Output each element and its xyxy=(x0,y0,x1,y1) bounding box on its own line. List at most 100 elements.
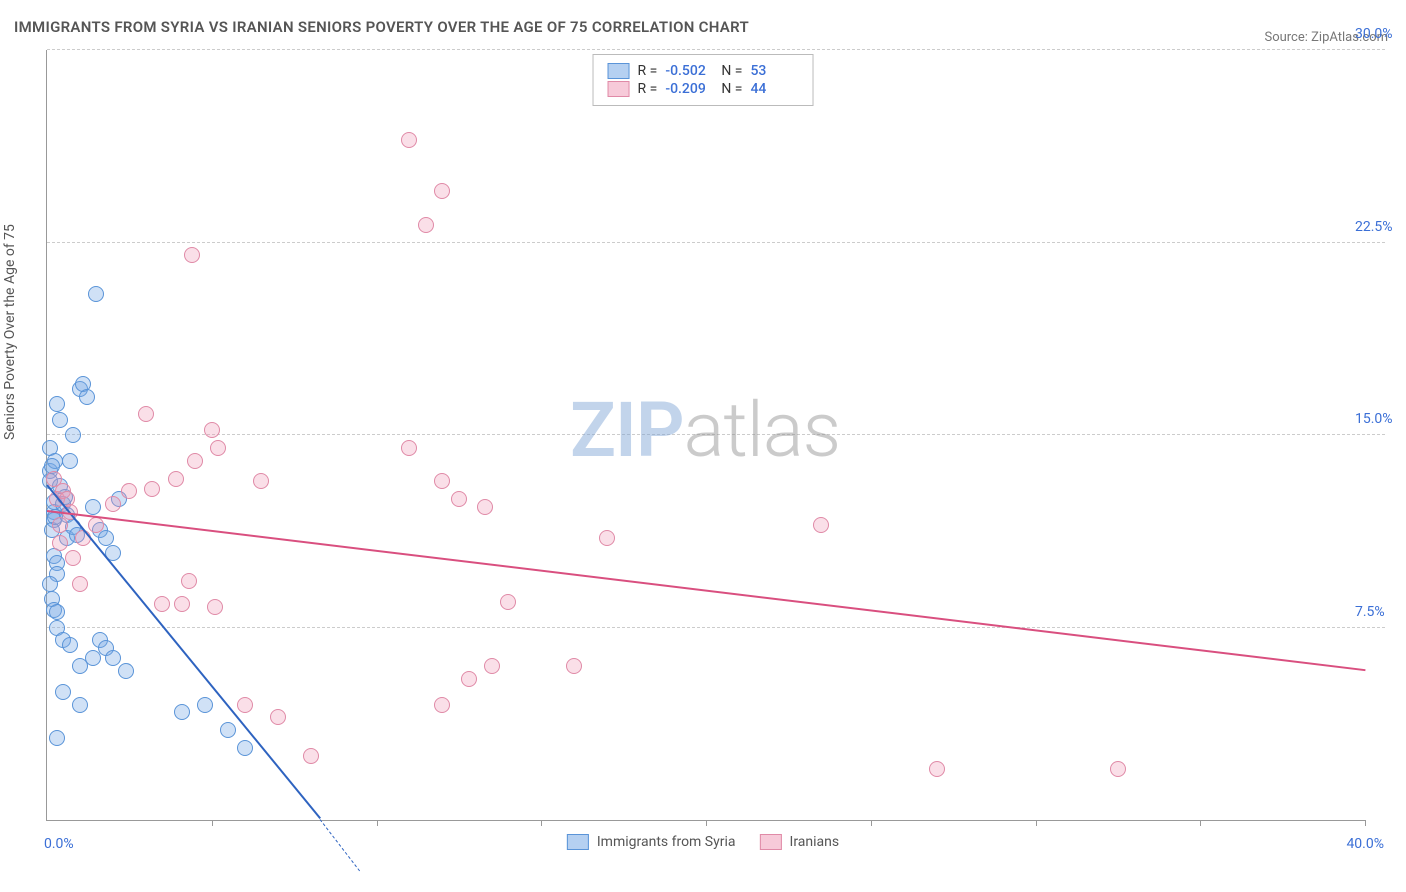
data-point xyxy=(434,697,450,713)
legend-label: Immigrants from Syria xyxy=(597,834,736,850)
data-point xyxy=(220,722,236,738)
data-point xyxy=(500,594,516,610)
legend-label: Iranians xyxy=(790,834,840,850)
data-point xyxy=(484,658,500,674)
data-point xyxy=(49,396,65,412)
legend-swatch xyxy=(608,63,630,79)
data-point xyxy=(65,427,81,443)
legend-swatch xyxy=(760,834,782,850)
legend-n-label: N = xyxy=(721,81,742,97)
y-tick-label: 15.0% xyxy=(1355,411,1406,427)
x-tick xyxy=(377,820,378,826)
data-point xyxy=(599,530,615,546)
data-point xyxy=(181,573,197,589)
legend-r-label: R = xyxy=(638,81,658,97)
data-point xyxy=(85,650,101,666)
gridline xyxy=(47,49,1385,50)
data-point xyxy=(62,453,78,469)
legend-row: R = -0.502 N = 53 xyxy=(608,63,799,79)
data-point xyxy=(118,663,134,679)
data-point xyxy=(434,473,450,489)
data-point xyxy=(42,576,58,592)
x-tick xyxy=(706,820,707,826)
x-tick xyxy=(871,820,872,826)
data-point xyxy=(121,483,137,499)
data-point xyxy=(929,761,945,777)
data-point xyxy=(168,471,184,487)
data-point xyxy=(461,671,477,687)
data-point xyxy=(174,596,190,612)
legend-swatch xyxy=(567,834,589,850)
trend-line xyxy=(320,819,360,871)
data-point xyxy=(184,247,200,263)
data-point xyxy=(434,183,450,199)
legend-n-value: 53 xyxy=(750,63,798,79)
data-point xyxy=(204,422,220,438)
data-point xyxy=(55,684,71,700)
data-point xyxy=(197,697,213,713)
data-point xyxy=(237,697,253,713)
data-point xyxy=(98,530,114,546)
data-point xyxy=(1110,761,1126,777)
gridline xyxy=(47,627,1385,628)
x-tick xyxy=(212,820,213,826)
data-point xyxy=(138,406,154,422)
legend-r-value: -0.502 xyxy=(665,63,713,79)
x-tick xyxy=(1365,820,1366,826)
legend-swatch xyxy=(608,81,630,97)
legend-item: Iranians xyxy=(760,834,840,850)
x-tick xyxy=(1200,820,1201,826)
data-point xyxy=(72,697,88,713)
data-point xyxy=(65,550,81,566)
gridline xyxy=(47,242,1385,243)
chart-title: IMMIGRANTS FROM SYRIA VS IRANIAN SENIORS… xyxy=(14,18,749,36)
data-point xyxy=(52,412,68,428)
y-tick-label: 22.5% xyxy=(1355,219,1406,235)
data-point xyxy=(88,286,104,302)
data-point xyxy=(237,740,253,756)
data-point xyxy=(303,748,319,764)
legend-item: Immigrants from Syria xyxy=(567,834,736,850)
data-point xyxy=(270,709,286,725)
data-point xyxy=(62,637,78,653)
correlation-legend: R = -0.502 N = 53 R = -0.209 N = 44 xyxy=(593,54,814,106)
data-point xyxy=(72,576,88,592)
series-legend: Immigrants from Syria Iranians xyxy=(567,834,839,850)
x-axis-start-label: 0.0% xyxy=(44,836,74,852)
x-tick xyxy=(541,820,542,826)
y-tick-label: 30.0% xyxy=(1355,26,1406,42)
data-point xyxy=(79,389,95,405)
data-point xyxy=(207,599,223,615)
data-point xyxy=(813,517,829,533)
data-point xyxy=(154,596,170,612)
y-tick-label: 7.5% xyxy=(1355,604,1406,620)
data-point xyxy=(105,650,121,666)
data-point xyxy=(401,132,417,148)
legend-r-value: -0.209 xyxy=(665,81,713,97)
data-point xyxy=(253,473,269,489)
legend-n-label: N = xyxy=(721,63,742,79)
data-point xyxy=(401,440,417,456)
x-tick xyxy=(1036,820,1037,826)
data-point xyxy=(187,453,203,469)
data-point xyxy=(144,481,160,497)
data-point xyxy=(451,491,467,507)
legend-r-label: R = xyxy=(638,63,658,79)
data-point xyxy=(49,604,65,620)
y-axis-label: Seniors Poverty Over the Age of 75 xyxy=(2,224,18,440)
data-point xyxy=(174,704,190,720)
gridline xyxy=(47,434,1385,435)
data-point xyxy=(566,658,582,674)
data-point xyxy=(49,730,65,746)
scatter-plot-area: 7.5%15.0%22.5%30.0% xyxy=(46,50,1365,821)
legend-n-value: 44 xyxy=(750,81,798,97)
data-point xyxy=(52,535,68,551)
data-point xyxy=(85,499,101,515)
trend-line xyxy=(47,510,1365,671)
data-point xyxy=(477,499,493,515)
data-point xyxy=(88,517,104,533)
data-point xyxy=(210,440,226,456)
legend-row: R = -0.209 N = 44 xyxy=(608,81,799,97)
x-axis-end-label: 40.0% xyxy=(1346,836,1384,852)
data-point xyxy=(105,496,121,512)
